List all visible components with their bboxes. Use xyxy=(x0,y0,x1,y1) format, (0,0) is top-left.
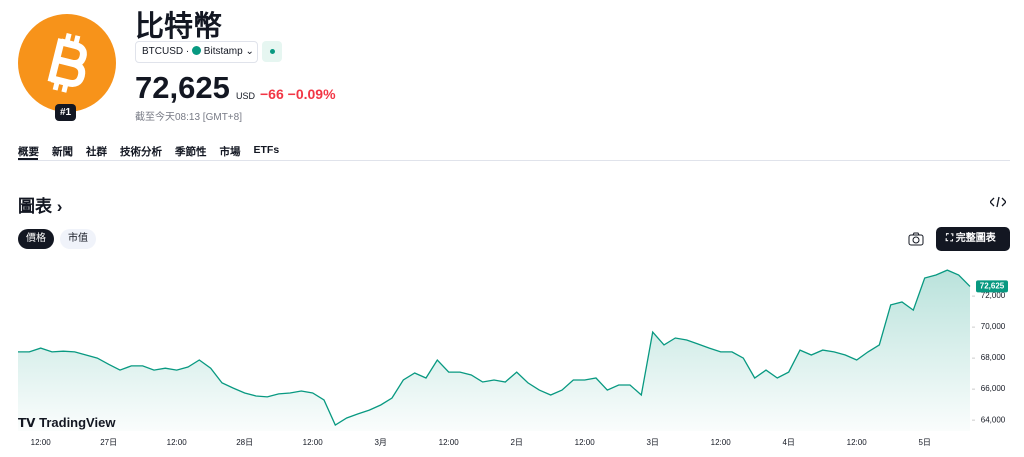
symbol: BTCUSD xyxy=(142,46,184,57)
x-tick-label: 12:00 xyxy=(167,438,188,447)
y-tick-label: 66,000 xyxy=(981,384,1006,393)
section-title-text: 圖表 xyxy=(18,197,52,216)
y-tick-label: 64,000 xyxy=(981,415,1006,424)
y-tick-label: 68,000 xyxy=(981,353,1006,362)
bitcoin-logo xyxy=(18,14,116,112)
x-tick-label: 12:00 xyxy=(711,438,732,447)
exchange: Bitstamp xyxy=(203,46,243,57)
x-tick-label: 3月 xyxy=(374,438,386,447)
last-price-label: 72,625 xyxy=(980,282,1005,291)
y-tick-label: 70,000 xyxy=(981,322,1006,331)
embed-icon[interactable] xyxy=(990,196,1006,208)
x-tick-label: 28日 xyxy=(236,438,253,447)
title: 比特幣 xyxy=(135,11,223,43)
x-tick-label: 27日 xyxy=(100,438,117,447)
currency: USD xyxy=(236,91,256,101)
full-chart-button[interactable]: ⛶ 完整圖表 xyxy=(936,227,1010,251)
timestamp: 截至今天08:13 [GMT+8] xyxy=(135,112,242,123)
x-tick-label: 12:00 xyxy=(303,438,324,447)
tabs: 概要 新聞 社群 技術分析 季節性 市場 ETFs xyxy=(18,144,279,159)
tab[interactable]: 新聞 xyxy=(52,146,73,158)
rank-badge: #1 xyxy=(55,104,77,121)
x-tick-label: 12:00 xyxy=(847,438,868,447)
symbol-pill[interactable]: BTCUSD · Bitstamp ⌄ xyxy=(135,41,258,63)
marketcap-button[interactable]: 市值 xyxy=(60,229,96,249)
tab[interactable]: 季節性 xyxy=(175,146,207,158)
x-tick-label: 4日 xyxy=(782,438,794,447)
tab[interactable]: 技術分析 xyxy=(120,146,162,158)
x-tick-label: 2日 xyxy=(510,438,522,447)
area xyxy=(18,270,970,431)
status xyxy=(262,41,282,62)
change-abs: −66 xyxy=(260,86,284,102)
tab-underline xyxy=(18,158,38,160)
x-tick-label: 3日 xyxy=(646,438,658,447)
brand: 𝗧𝗩 TradingView xyxy=(18,415,116,430)
tab[interactable]: 社群 xyxy=(86,146,107,158)
y-tick-label: 72,000 xyxy=(981,291,1006,300)
camera-icon[interactable] xyxy=(908,232,924,246)
full-chart-text: 完整圖表 xyxy=(955,233,996,244)
line xyxy=(18,269,971,426)
price: 72,625 xyxy=(135,70,230,105)
x-tick-label: 12:00 xyxy=(31,438,52,447)
tab[interactable]: 市場 xyxy=(219,146,241,158)
tab[interactable]: 概要 xyxy=(18,146,39,158)
x-tick-label: 12:00 xyxy=(575,438,596,447)
x-tick-label: 5日 xyxy=(918,438,930,447)
last-price-badge xyxy=(976,280,1008,293)
brand-text: TradingView xyxy=(39,415,116,430)
section-title[interactable]: 圖表 › xyxy=(18,197,63,216)
tab[interactable]: ETFs xyxy=(253,144,280,156)
x-tick-label: 12:00 xyxy=(439,438,460,447)
change: −66 −0.09% xyxy=(260,86,336,102)
price-button[interactable]: 價格 xyxy=(18,229,54,249)
separator xyxy=(18,160,1010,161)
change-pct: −0.09% xyxy=(287,86,336,102)
